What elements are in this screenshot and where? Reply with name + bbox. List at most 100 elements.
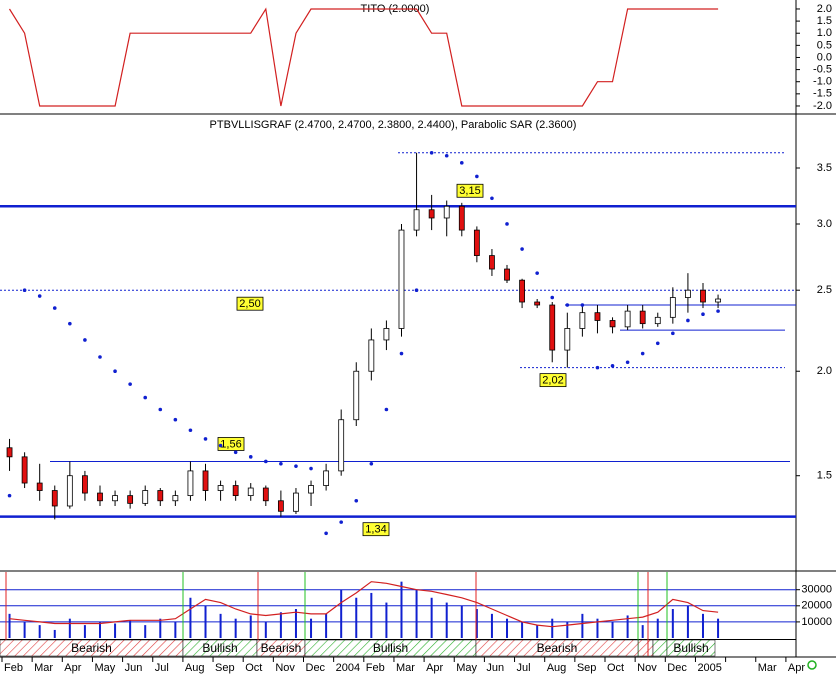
regime-label: Bearish xyxy=(537,641,578,655)
volume-bar xyxy=(219,613,222,638)
level-label-box xyxy=(217,437,245,451)
y-tick-label: 2.0 xyxy=(817,3,832,15)
sar-dot xyxy=(444,153,449,158)
volume-bar xyxy=(430,597,433,638)
volume-bar xyxy=(159,618,162,638)
sar-dot xyxy=(233,450,238,455)
y-tick-label: 10000 xyxy=(801,616,832,628)
candle-body xyxy=(473,229,480,256)
candle-body xyxy=(398,229,405,329)
candle-body xyxy=(383,328,390,341)
volume-bar xyxy=(460,605,463,638)
candle-body xyxy=(82,475,88,494)
x-tick-label: Oct xyxy=(245,662,262,674)
y-tick-label: 30000 xyxy=(801,584,832,596)
sar-dot xyxy=(324,531,328,536)
x-tick-label: May xyxy=(94,662,115,674)
sar-dot xyxy=(218,443,223,448)
sar-dot xyxy=(128,382,132,386)
regime-band xyxy=(475,639,639,657)
volume-bar xyxy=(264,621,267,638)
sar-dot xyxy=(354,498,359,503)
x-tick-label: Feb xyxy=(4,662,23,674)
regime-band xyxy=(652,639,668,657)
sar-dot xyxy=(490,196,494,201)
candle-body xyxy=(489,255,495,270)
candle-body xyxy=(579,312,586,329)
candle-body xyxy=(51,490,58,507)
y-tick-label: 0.0 xyxy=(817,51,832,63)
level-label: 2,50 xyxy=(239,298,260,310)
volume-bar xyxy=(279,612,282,638)
candle-body xyxy=(428,209,435,219)
candle-body xyxy=(715,298,721,303)
volume-bar xyxy=(310,618,313,638)
x-tick-label: Mar xyxy=(758,662,777,674)
sar-dot xyxy=(580,303,585,307)
regime-band xyxy=(637,639,654,657)
sar-dot xyxy=(475,174,479,179)
y-tick-label: -2.0 xyxy=(813,100,832,112)
volume-bar xyxy=(189,597,192,638)
candle-body xyxy=(21,456,28,484)
volume-bar xyxy=(68,618,71,638)
volume-bar xyxy=(686,605,689,638)
level-label-box xyxy=(362,522,390,537)
sar-dot xyxy=(369,462,374,466)
sar-dot xyxy=(505,222,509,226)
x-tick-label: Aug xyxy=(547,662,567,674)
candle-body xyxy=(519,279,525,303)
candle-body xyxy=(413,209,420,231)
candle-body xyxy=(669,297,676,318)
candle-body xyxy=(458,205,465,231)
sar-dot xyxy=(339,520,343,524)
regime-band xyxy=(666,639,716,657)
regime-label: Bullish xyxy=(673,641,708,655)
regime-label: Bullish xyxy=(202,641,237,655)
y-tick-label: 1.5 xyxy=(817,470,832,482)
candle-body xyxy=(262,487,269,502)
sar-dot xyxy=(399,351,404,356)
y-tick-label: -1.5 xyxy=(813,88,832,100)
volume-bar xyxy=(656,618,659,638)
candle-body xyxy=(564,328,571,351)
volume-bar xyxy=(8,613,11,638)
candle-body xyxy=(308,485,314,494)
y-tick-label: 1.5 xyxy=(817,15,832,27)
status-icon xyxy=(807,660,817,670)
sar-dot xyxy=(565,303,570,307)
x-tick-label: Mar xyxy=(34,662,53,674)
regime-label: Bearish xyxy=(71,641,112,655)
y-tick-label: -1.0 xyxy=(813,76,832,88)
sar-dot xyxy=(686,318,690,323)
sar-dot xyxy=(625,360,630,365)
level-label-box xyxy=(456,183,484,198)
level-label: 3,15 xyxy=(459,185,480,197)
candle-body xyxy=(368,339,375,372)
x-tick-label: May xyxy=(456,662,477,674)
sar-dot xyxy=(459,161,464,165)
sar-dot xyxy=(655,341,660,346)
volume-bar xyxy=(23,621,26,638)
volume-bar xyxy=(114,623,117,638)
y-tick-label: 2.0 xyxy=(817,365,832,377)
volume-bar xyxy=(536,625,539,638)
sar-dot xyxy=(640,351,645,356)
candle-body xyxy=(685,289,691,298)
x-tick-label: Dec xyxy=(306,662,326,674)
volume-bar xyxy=(249,615,252,638)
y-tick-label: 20000 xyxy=(801,600,832,612)
level-label: 1,56 xyxy=(220,438,241,450)
candle-body xyxy=(504,268,510,281)
y-tick-label: 1.0 xyxy=(817,27,832,39)
candle-body xyxy=(36,482,43,491)
volume-bar xyxy=(671,609,674,638)
candle-body xyxy=(609,320,616,328)
x-tick-label: Nov xyxy=(637,662,657,674)
volume-bar xyxy=(385,602,388,638)
y-tick-label: 2.5 xyxy=(817,284,832,296)
sar-dot xyxy=(188,428,193,433)
sar-dot xyxy=(98,355,102,359)
volume-bar xyxy=(415,589,418,638)
